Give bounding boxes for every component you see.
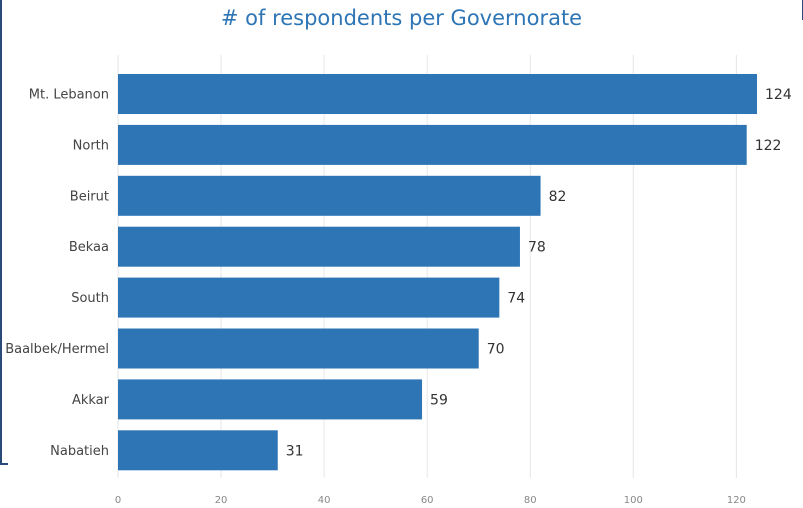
x-tick-labels: 0 20 40 60 80 100 120 (115, 495, 746, 506)
category-label: Mt. Lebanon (29, 88, 109, 103)
frame-bottom-tick (0, 463, 8, 465)
category-label: North (73, 138, 109, 153)
value-label: 59 (430, 392, 448, 408)
value-labels: 124 122 82 78 74 70 59 31 (286, 87, 792, 459)
value-label: 74 (507, 291, 525, 307)
bar (118, 328, 479, 369)
value-label: 82 (549, 189, 567, 205)
value-label: 78 (528, 240, 546, 256)
x-tick-label: 60 (421, 495, 434, 506)
value-label: 124 (765, 87, 792, 103)
x-tick-label: 100 (624, 495, 643, 506)
x-tick-label: 80 (524, 495, 537, 506)
category-label: Beirut (70, 189, 109, 204)
chart-title: # of respondents per Governorate (220, 6, 583, 30)
bar (118, 175, 541, 216)
category-label: Baalbek/Hermel (5, 342, 109, 357)
category-label: Akkar (72, 393, 110, 408)
x-tick-label: 0 (115, 495, 121, 506)
category-label: South (71, 291, 109, 306)
value-label: 70 (487, 342, 505, 358)
x-tick-label: 20 (215, 495, 228, 506)
bar (118, 226, 520, 267)
x-tick-label: 40 (318, 495, 331, 506)
bar (118, 124, 747, 165)
category-labels: Mt. Lebanon North Beirut Bekaa South Baalbek/… (5, 88, 109, 459)
value-label: 31 (286, 443, 304, 459)
frame-left-border (0, 0, 2, 465)
bar (118, 379, 423, 420)
category-label: Bekaa (69, 240, 109, 255)
bar (118, 430, 278, 471)
value-label: 122 (755, 138, 782, 154)
bar (118, 277, 500, 318)
x-tick-label: 120 (727, 495, 746, 506)
bars (118, 74, 757, 471)
bar (118, 74, 757, 114)
category-label: Nabatieh (50, 444, 109, 459)
